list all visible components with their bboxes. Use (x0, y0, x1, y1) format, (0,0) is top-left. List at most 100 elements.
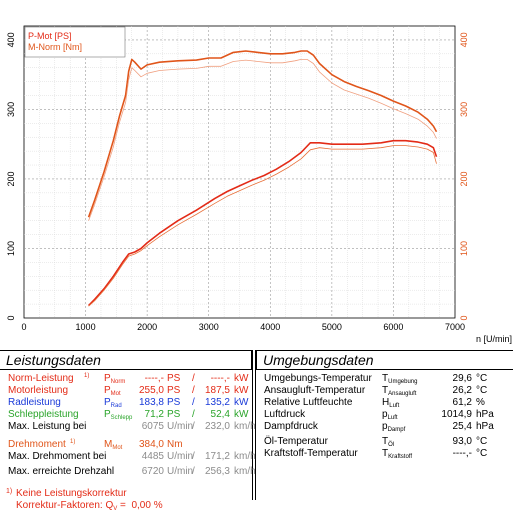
y-right-tick-label: 400 (459, 32, 469, 47)
y-left-tick-label: 100 (6, 241, 16, 256)
leistung-row: Schleppleistung PSchlepp 71,2 PS / 52,4 kW (0, 409, 252, 421)
x-tick-label: 3000 (199, 322, 219, 332)
row-unit-1: PS (167, 385, 181, 396)
row-value-1: 255,0 (138, 385, 164, 396)
row-value-1: 6075 (141, 421, 164, 432)
row-value-2: 52,4 (210, 409, 230, 420)
row-symbol-subscript: Mot (112, 445, 123, 451)
row-symbol-subscript: Dampf (387, 427, 406, 433)
row-separator: / (192, 421, 195, 432)
row-value: 26,2 (452, 385, 472, 396)
row-unit-1: PS (167, 373, 181, 384)
row-value-1: ----,- (144, 373, 164, 384)
series-line-torque (87, 50, 438, 218)
row-label: Max. Leistung bei (8, 421, 87, 432)
row-separator: / (192, 397, 195, 408)
row-symbol: PRad (104, 397, 122, 412)
row-symbol: pLuft (382, 409, 398, 424)
y-right-tick-label: 200 (459, 171, 469, 186)
series-line-power-thin (88, 145, 437, 307)
series-line-power (88, 139, 438, 307)
row-value-1: 6720 (141, 466, 164, 477)
row-symbol: HLuft (382, 397, 399, 412)
umgebung-row: Dampfdruck pDampf 25,4 hPa (256, 421, 513, 433)
row-label: Max. erreichte Drehzahl (8, 466, 115, 477)
row-symbol: TUmgebung (382, 373, 417, 388)
x-axis-label: n [U/min] (476, 334, 512, 344)
x-tick-label: 5000 (322, 322, 342, 332)
umgebung-row: Kraftstoff-Temperatur TKraftstoff ----,- °C (256, 448, 513, 460)
row-symbol: pDampf (382, 421, 405, 436)
footnote-line-1: 1) Keine Leistungskorrektur (0, 488, 252, 500)
row-value-2: 171,2 (204, 451, 230, 462)
leistung-row: Norm-Leistung 1) PNorm ----,- PS / ----,- kW (0, 373, 252, 385)
row-unit: hPa (476, 409, 494, 420)
row-value-2: 256,3 (204, 466, 230, 477)
row-symbol-letter: T (382, 448, 389, 459)
row-symbol-subscript: Kraftstoff (388, 454, 413, 460)
umgebung-row: Umgebungs-Temperatur TUmgebung 29,6 °C (256, 373, 513, 385)
leistung-row: Max. Leistung bei 6075 U/min/ 232,0 km/h (0, 421, 256, 433)
row-value-1: 71,2 (144, 409, 164, 420)
row-unit-2: km/h (234, 451, 256, 462)
row-unit: °C (476, 436, 488, 447)
row-unit-2: kW (234, 385, 249, 396)
row-unit-1: PS (167, 397, 181, 408)
row-label: Öl-Temperatur (264, 436, 328, 447)
row-symbol-letter: p (382, 409, 388, 420)
row-value: 1014,9 (441, 409, 472, 420)
row-label: Drehmoment (8, 439, 66, 450)
footnote-line-2: Korrektur-Faktoren: QV = 0,00 % (0, 500, 252, 512)
row-symbol-subscript: Ansaugluft (388, 391, 417, 397)
row-value: 61,2 (452, 397, 472, 408)
row-value-2: 187,5 (204, 385, 230, 396)
legend-entry: M-Norm [Nm] (28, 42, 82, 52)
row-symbol-letter: P (104, 385, 111, 396)
row-separator: / (192, 385, 195, 396)
legend-entry: P-Mot [PS] (28, 31, 72, 41)
umgebungsdaten-panel: Umgebungsdaten Umgebungs-Temperatur TUmge… (256, 350, 513, 500)
row-symbol-letter: p (382, 421, 388, 432)
x-tick-label: 1000 (76, 322, 96, 332)
umgebung-row: Luftdruck pLuft 1014,9 hPa (256, 409, 513, 421)
row-separator: / (192, 451, 195, 462)
row-symbol-subscript: Öl (388, 442, 395, 448)
row-label: Motorleistung (8, 385, 69, 396)
row-symbol-subscript: Luft (389, 403, 400, 409)
leistung-row: Radleistung PRad 183,8 PS / 135,2 kW (0, 397, 252, 409)
row-symbol-subscript: Mot (110, 391, 121, 397)
row-symbol: TKraftstoff (382, 448, 412, 463)
series-line-torque-thin (88, 59, 437, 221)
row-separator: / (192, 373, 195, 384)
leistung-row: Motorleistung PMot 255,0 PS / 187,5 kW (0, 385, 252, 397)
leistungsdaten-panel: Leistungsdaten Norm-Leistung 1) PNorm ----… (0, 350, 256, 512)
y-left-tick-label: 200 (6, 171, 16, 186)
row-label: Max. Drehmoment bei (8, 451, 107, 462)
umgebung-row: Ansaugluft-Temperatur TAnsaugluft 26,2 °C (256, 385, 513, 397)
umgebungsdaten-title: Umgebungsdaten (256, 350, 513, 370)
row-unit: °C (476, 373, 488, 384)
x-tick-label: 7000 (445, 322, 465, 332)
row-value-1: 384,0 (138, 439, 164, 450)
row-unit: % (476, 397, 485, 408)
umgebung-row: Relative Luftfeuchte HLuft 61,2% (256, 397, 513, 409)
x-tick-label: 4000 (260, 322, 280, 332)
row-value: 29,6 (452, 373, 472, 384)
row-symbol-letter: P (104, 397, 111, 408)
row-unit-2: km/h (234, 421, 256, 432)
row-separator: / (192, 466, 195, 477)
row-symbol-letter: H (382, 397, 390, 408)
row-unit: °C (476, 448, 488, 459)
y-left-tick-label: 400 (6, 32, 16, 47)
row-label: Umgebungs-Temperatur (264, 373, 372, 384)
y-left-tick-label: 300 (6, 102, 16, 117)
leistung-row: Max. Drehmoment bei 4485 U/min/ 171,2 km/h (0, 451, 256, 463)
row-value: 93,0 (452, 436, 472, 447)
row-symbol: PMot (104, 385, 121, 400)
row-label: Radleistung (8, 397, 61, 408)
row-unit-2: kW (234, 397, 249, 408)
row-unit-1: PS (167, 409, 181, 420)
row-label: Dampfdruck (264, 421, 318, 432)
row-unit-1: Nm (167, 439, 183, 450)
row-value-2: 135,2 (204, 397, 230, 408)
